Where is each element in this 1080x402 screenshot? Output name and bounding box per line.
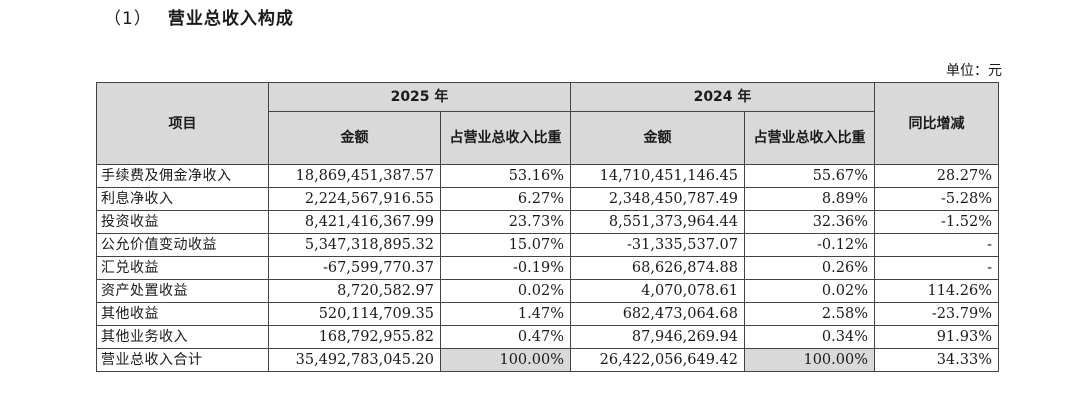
row-label: 资产处置收益	[96, 279, 269, 303]
table-row: 投资收益 8,421,416,367.99 23.73% 8,551,373,9…	[96, 210, 999, 234]
share-2025: 6.27%	[440, 187, 571, 211]
share-2025: 0.47%	[440, 325, 571, 349]
amount-2024: -31,335,537.07	[570, 233, 745, 257]
header-amount-2024: 金额	[570, 111, 745, 165]
header-share-2024: 占营业总收入比重	[744, 111, 875, 165]
section-title: 营业总收入构成	[167, 9, 294, 29]
share-2024: 0.34%	[744, 325, 875, 349]
amount-2024: 8,551,373,964.44	[570, 210, 745, 234]
share-2024: 55.67%	[744, 164, 875, 188]
share-2025: -0.19%	[440, 256, 571, 280]
share-2025: 0.02%	[440, 279, 571, 303]
row-label: 手续费及佣金净收入	[96, 164, 269, 188]
row-label: 公允价值变动收益	[96, 233, 269, 257]
yoy-change: 114.26%	[874, 279, 999, 303]
table-row: 公允价值变动收益 5,347,318,895.32 15.07% -31,335…	[96, 233, 999, 257]
share-2024: 8.89%	[744, 187, 875, 211]
header-share-2025: 占营业总收入比重	[440, 111, 571, 165]
amount-2024: 87,946,269.94	[570, 325, 745, 349]
header-year-2025: 2025 年	[268, 82, 571, 112]
row-label: 投资收益	[96, 210, 269, 234]
table-row: 利息净收入 2,224,567,916.55 6.27% 2,348,450,7…	[96, 187, 999, 211]
row-label: 其他业务收入	[96, 325, 269, 349]
yoy-change: -	[874, 256, 999, 280]
section-heading: （1） 营业总收入构成	[104, 4, 294, 29]
table-row: 手续费及佣金净收入 18,869,451,387.57 53.16% 14,71…	[96, 164, 999, 188]
yoy-change: -1.52%	[874, 210, 999, 234]
total-amount-2025: 35,492,783,045.20	[268, 348, 441, 372]
total-yoy-change: 34.33%	[874, 348, 999, 372]
yoy-change: -23.79%	[874, 302, 999, 326]
table-row: 资产处置收益 8,720,582.97 0.02% 4,070,078.61 0…	[96, 279, 999, 303]
row-label: 汇兑收益	[96, 256, 269, 280]
share-2025: 53.16%	[440, 164, 571, 188]
total-label: 营业总收入合计	[96, 348, 269, 372]
table-row: 其他收益 520,114,709.35 1.47% 682,473,064.68…	[96, 302, 999, 326]
amount-2025: 520,114,709.35	[268, 302, 441, 326]
amount-2025: 2,224,567,916.55	[268, 187, 441, 211]
revenue-composition-table: 项目 2025 年 2024 年 同比增减 金额 占营业总收入比重 金额 占营业…	[96, 82, 999, 372]
amount-2024: 2,348,450,787.49	[570, 187, 745, 211]
yoy-change: 91.93%	[874, 325, 999, 349]
unit-label: 单位：元	[946, 63, 1002, 79]
header-amount-2025: 金额	[268, 111, 441, 165]
yoy-change: -	[874, 233, 999, 257]
amount-2024: 68,626,874.88	[570, 256, 745, 280]
total-row: 营业总收入合计 35,492,783,045.20 100.00% 26,422…	[96, 348, 999, 372]
yoy-change: 28.27%	[874, 164, 999, 188]
header-year-2024: 2024 年	[570, 82, 875, 112]
share-2024: 32.36%	[744, 210, 875, 234]
amount-2025: 5,347,318,895.32	[268, 233, 441, 257]
yoy-change: -5.28%	[874, 187, 999, 211]
table-row: 其他业务收入 168,792,955.82 0.47% 87,946,269.9…	[96, 325, 999, 349]
amount-2025: 168,792,955.82	[268, 325, 441, 349]
total-share-2024: 100.00%	[744, 348, 875, 372]
share-2024: 0.02%	[744, 279, 875, 303]
row-label: 利息净收入	[96, 187, 269, 211]
share-2024: -0.12%	[744, 233, 875, 257]
header-item: 项目	[96, 82, 269, 165]
amount-2025: 18,869,451,387.57	[268, 164, 441, 188]
share-2024: 2.58%	[744, 302, 875, 326]
share-2024: 0.26%	[744, 256, 875, 280]
amount-2025: 8,720,582.97	[268, 279, 441, 303]
amount-2024: 4,070,078.61	[570, 279, 745, 303]
share-2025: 15.07%	[440, 233, 571, 257]
total-amount-2024: 26,422,056,649.42	[570, 348, 745, 372]
amount-2025: -67,599,770.37	[268, 256, 441, 280]
amount-2024: 682,473,064.68	[570, 302, 745, 326]
table-row: 汇兑收益 -67,599,770.37 -0.19% 68,626,874.88…	[96, 256, 999, 280]
share-2025: 1.47%	[440, 302, 571, 326]
total-share-2025: 100.00%	[440, 348, 571, 372]
row-label: 其他收益	[96, 302, 269, 326]
share-2025: 23.73%	[440, 210, 571, 234]
amount-2025: 8,421,416,367.99	[268, 210, 441, 234]
section-number: （1）	[104, 9, 152, 29]
amount-2024: 14,710,451,146.45	[570, 164, 745, 188]
header-yoy: 同比增减	[874, 82, 999, 165]
